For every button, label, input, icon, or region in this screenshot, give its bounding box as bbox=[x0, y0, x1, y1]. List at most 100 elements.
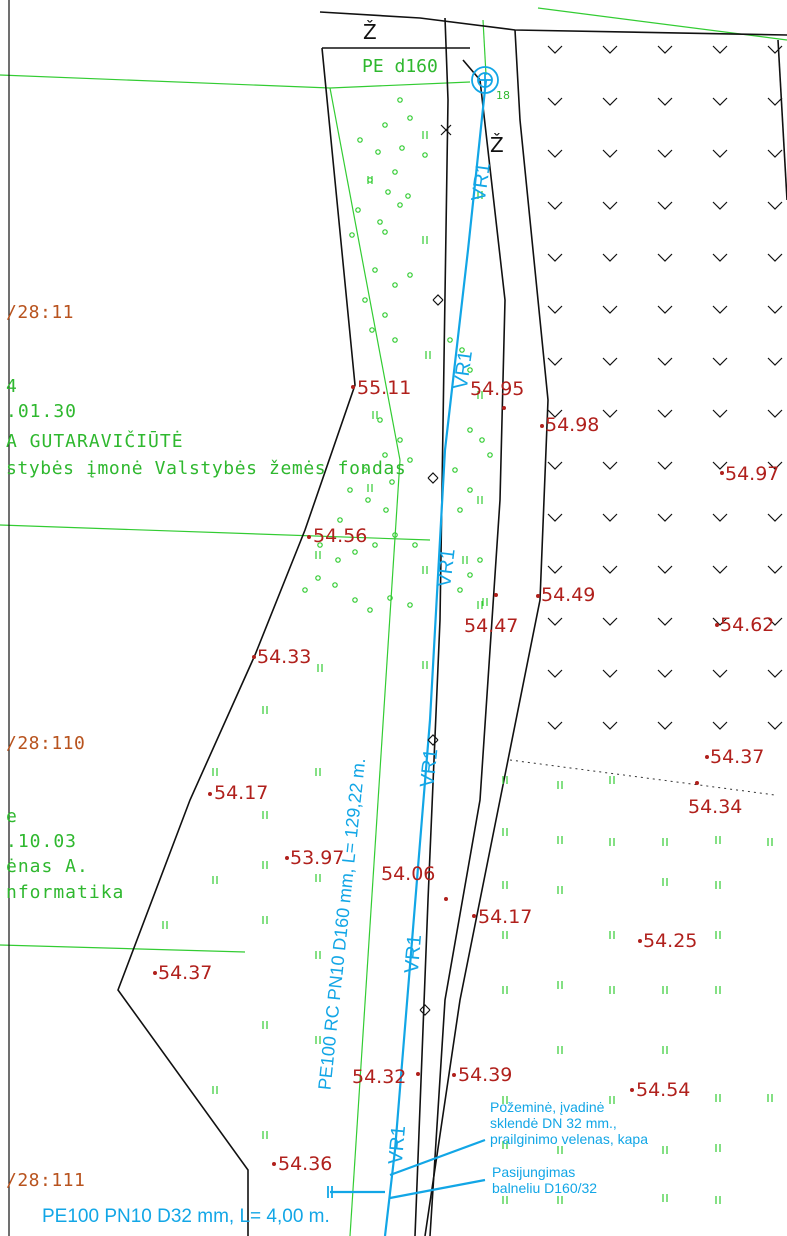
vegetation-circle bbox=[459, 347, 465, 353]
owner-middle-line-2: .10.03 bbox=[6, 831, 78, 852]
well-symbol bbox=[471, 66, 499, 94]
field-symbol bbox=[767, 201, 783, 210]
vegetation-circle bbox=[399, 145, 405, 151]
field-symbol bbox=[602, 617, 618, 626]
field-symbol bbox=[547, 305, 563, 314]
grass-mark bbox=[462, 556, 468, 564]
field-symbol bbox=[712, 721, 728, 730]
vegetation-circle bbox=[337, 517, 343, 523]
elevation-label: 54.56 bbox=[313, 525, 368, 547]
grass-mark bbox=[315, 951, 321, 959]
north-label-pipe: Ž bbox=[490, 133, 504, 157]
elevation-dot bbox=[705, 755, 709, 759]
elevation-label: 54.37 bbox=[710, 746, 765, 768]
field-symbol bbox=[657, 305, 673, 314]
grass-mark bbox=[502, 881, 508, 889]
field-symbol bbox=[602, 513, 618, 522]
vegetation-circle bbox=[357, 137, 363, 143]
field-symbol bbox=[602, 669, 618, 678]
field-symbol bbox=[602, 253, 618, 262]
field-symbol bbox=[547, 617, 563, 626]
field-symbol bbox=[547, 669, 563, 678]
vegetation-circle bbox=[397, 437, 403, 443]
vegetation-circle bbox=[479, 437, 485, 443]
grass-mark bbox=[262, 916, 268, 924]
vegetation-circle bbox=[382, 312, 388, 318]
field-symbol bbox=[712, 565, 728, 574]
field-symbol bbox=[712, 669, 728, 678]
elevation-dot bbox=[208, 792, 212, 796]
parcel-id-middle: /28:110 bbox=[6, 733, 86, 754]
grass-mark bbox=[502, 931, 508, 939]
owner-top-line-2: .01.30 bbox=[6, 401, 78, 422]
field-symbol bbox=[602, 565, 618, 574]
elevation-dot bbox=[452, 1073, 456, 1077]
dotted-line bbox=[509, 759, 776, 796]
valve-note-line-2: sklendė DN 32 mm., bbox=[490, 1115, 617, 1131]
field-symbol bbox=[602, 461, 618, 470]
grass-mark bbox=[557, 886, 563, 894]
vegetation-circle bbox=[487, 452, 493, 458]
field-symbol bbox=[547, 149, 563, 158]
grass-mark bbox=[425, 351, 431, 359]
grass-mark bbox=[662, 1146, 668, 1154]
field-symbol bbox=[657, 357, 673, 366]
tap-note-line-2: balneliu D160/32 bbox=[492, 1180, 598, 1196]
grass-mark bbox=[557, 1146, 563, 1154]
grass-mark bbox=[482, 598, 488, 606]
grass-mark bbox=[715, 881, 721, 889]
elevation-label: 54.62 bbox=[720, 614, 775, 636]
field-symbol bbox=[767, 357, 783, 366]
grass-mark bbox=[609, 1096, 615, 1104]
grass-mark bbox=[477, 191, 483, 199]
vegetation-circle bbox=[362, 297, 368, 303]
field-symbol bbox=[657, 409, 673, 418]
field-symbol bbox=[657, 565, 673, 574]
grass-mark bbox=[557, 781, 563, 789]
grass-mark bbox=[609, 838, 615, 846]
elevation-dot bbox=[153, 971, 157, 975]
vegetation-circle bbox=[407, 115, 413, 121]
elevation-label: 54.54 bbox=[636, 1079, 691, 1101]
elevation-dot bbox=[540, 424, 544, 428]
boundary-ticks bbox=[419, 124, 452, 1016]
vegetation-circle bbox=[332, 582, 338, 588]
vegetation-circle bbox=[392, 532, 398, 538]
elevation-dot bbox=[720, 471, 724, 475]
vegetation-circles bbox=[302, 97, 493, 613]
elevation-dot bbox=[416, 1072, 420, 1076]
boundary-lines bbox=[8, 0, 787, 1236]
field-symbol bbox=[712, 357, 728, 366]
pipe-code-label: VR1 bbox=[400, 933, 427, 975]
grass-mark bbox=[662, 1046, 668, 1054]
vegetation-circle bbox=[302, 587, 308, 593]
field-symbol bbox=[712, 253, 728, 262]
grass-mark bbox=[315, 551, 321, 559]
grass-mark bbox=[662, 1194, 668, 1202]
field-symbol bbox=[767, 45, 783, 54]
grass-mark bbox=[502, 1096, 508, 1104]
elevation-label: 54.25 bbox=[643, 930, 698, 952]
parcel-id-top: /28:11 bbox=[6, 302, 75, 323]
vegetation-circle bbox=[382, 452, 388, 458]
elevation-dot bbox=[307, 535, 311, 539]
branch-pipe-label: PE100 PN10 D32 mm, L= 4,00 m. bbox=[42, 1206, 330, 1227]
grass-mark bbox=[477, 496, 483, 504]
vegetation-circle bbox=[385, 189, 391, 195]
field-symbol bbox=[657, 97, 673, 106]
pipe-code-label: VR1 bbox=[449, 349, 478, 391]
grass-mark bbox=[715, 836, 721, 844]
elevation-dot bbox=[252, 655, 256, 659]
vegetation-circle bbox=[382, 229, 388, 235]
field-symbol bbox=[547, 201, 563, 210]
field-symbol bbox=[602, 409, 618, 418]
owner-top-line-3: A GUTARAVIČIŪTĖ bbox=[6, 431, 184, 452]
vegetation-circle bbox=[467, 427, 473, 433]
elevation-label: 54.97 bbox=[725, 463, 780, 485]
grass-mark bbox=[477, 601, 483, 609]
grass-mark bbox=[367, 176, 373, 184]
elevation-label: 54.17 bbox=[214, 782, 269, 804]
field-symbol bbox=[712, 45, 728, 54]
vegetation-circle bbox=[369, 327, 375, 333]
elevation-label: 54.95 bbox=[470, 378, 525, 400]
